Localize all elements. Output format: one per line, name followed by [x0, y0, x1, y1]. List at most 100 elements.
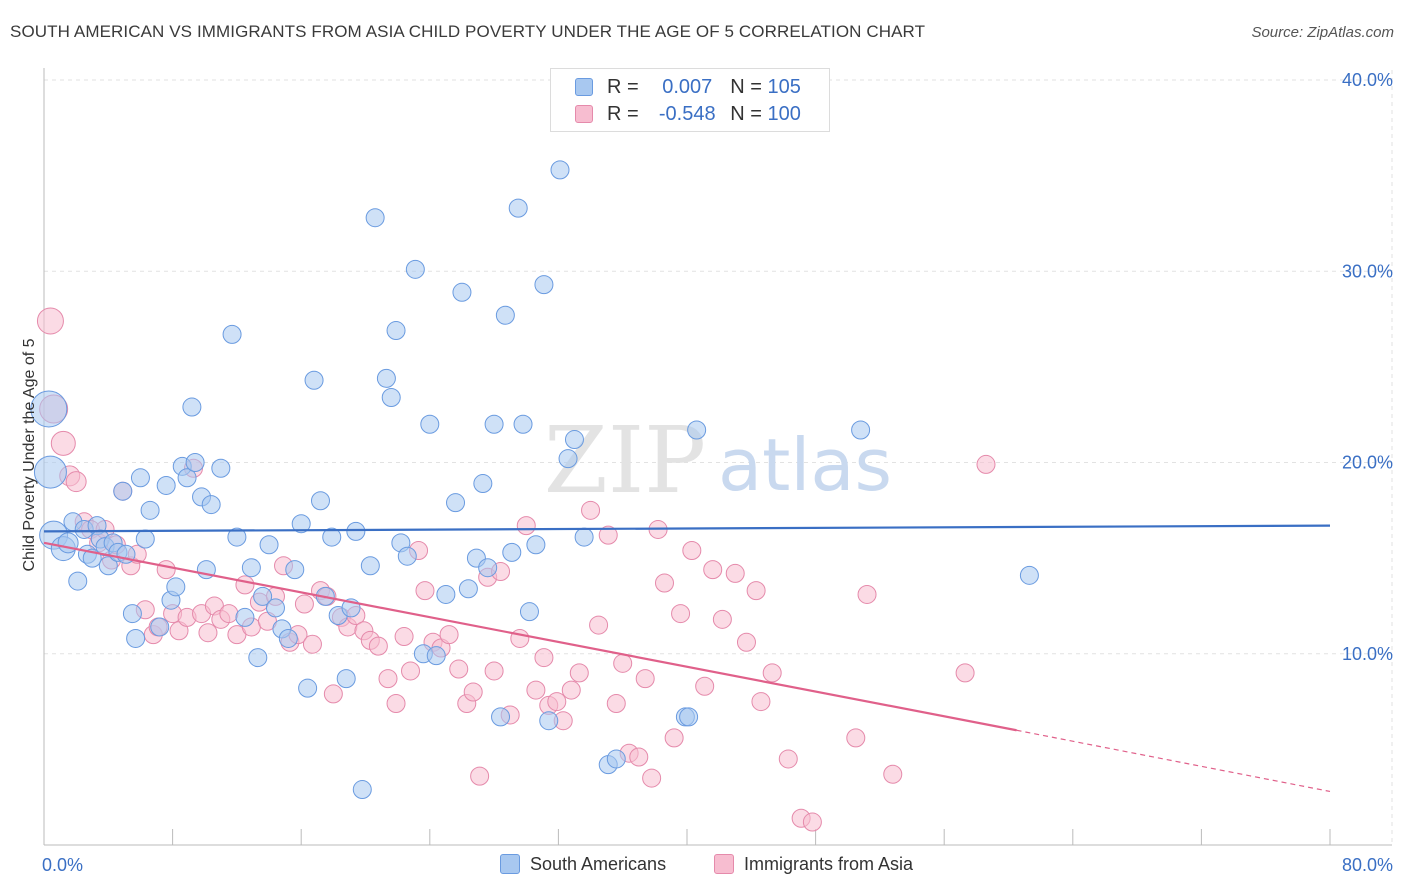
asia-immigrant-point — [401, 661, 421, 681]
bottom-legend-label: Immigrants from Asia — [744, 853, 914, 874]
south-american-point — [376, 368, 396, 388]
asia-immigrant-point — [378, 669, 398, 689]
x-tick-label: 0.0% — [42, 855, 83, 875]
legend-r-value: 0.007 — [662, 75, 713, 98]
bottom-legend-label: South Americans — [530, 853, 667, 874]
asia-immigrant-point — [589, 615, 609, 635]
asia-immigrant-point — [449, 659, 469, 679]
asia-immigrant-point — [484, 661, 504, 681]
asia-immigrant-point — [219, 604, 239, 624]
south-american-point — [126, 628, 146, 648]
legend-r-value: -0.548 — [658, 102, 716, 125]
south-american-point — [365, 208, 385, 228]
south-american-point — [352, 780, 372, 800]
south-american-point — [322, 527, 342, 547]
asia-immigrant-point — [198, 623, 218, 643]
south-american-point — [68, 571, 88, 591]
south-american-point — [502, 542, 522, 562]
asia-immigrant-point — [581, 500, 601, 520]
south-american-point — [851, 420, 871, 440]
south-american-point — [33, 455, 67, 489]
south-american-point — [122, 604, 142, 624]
legend-n-label: N = — [730, 75, 762, 98]
south-american-point — [298, 678, 318, 698]
asia-immigrant-point — [778, 749, 798, 769]
south-american-point — [360, 556, 380, 576]
south-american-point — [519, 602, 539, 622]
south-american-point — [491, 707, 511, 727]
y-tick-label: 20.0% — [1342, 453, 1393, 473]
asia-immigrant-point — [635, 669, 655, 689]
south-american-point — [248, 648, 268, 668]
watermark: ZIP atlas — [544, 407, 892, 514]
asia-immigrant-point — [156, 560, 176, 580]
asia-immigrant-point — [613, 653, 633, 673]
asia-immigrant-point — [736, 632, 756, 652]
south-american-point — [558, 449, 578, 469]
asia-immigrant-point — [976, 454, 996, 474]
asia-immigrant-point — [415, 581, 435, 601]
south-american-point — [177, 468, 197, 488]
south-american-point — [478, 558, 498, 578]
south-american-point — [140, 500, 160, 520]
south-american-point — [166, 577, 186, 597]
asia-immigrant-point — [703, 560, 723, 580]
legend-r-label: R = — [607, 102, 639, 125]
south-american-point — [222, 324, 242, 344]
legend-row-immigrants-from-asia: R = -0.548 N = 100 — [575, 102, 801, 126]
bottom-legend-immigrants-from-asia: Immigrants from Asia — [714, 852, 913, 876]
bottom-legend-south-americans: South Americans — [500, 852, 666, 876]
south-american-point — [473, 474, 493, 494]
asia-immigrant-point — [294, 594, 314, 614]
asia-immigrant-point — [302, 634, 322, 654]
asia-immigrant-point — [629, 747, 649, 767]
asia-immigrant-point — [955, 663, 975, 683]
south-american-point — [235, 607, 255, 627]
south-american-point — [130, 468, 150, 488]
south-american-point — [436, 584, 456, 604]
south-american-point — [285, 560, 305, 580]
south-american-point — [426, 646, 446, 666]
south-american-point — [381, 387, 401, 407]
south-american-point — [113, 481, 133, 501]
asia-immigrant-point — [235, 575, 255, 595]
south-american-point — [98, 556, 118, 576]
south-american-point — [484, 414, 504, 434]
south-american-point — [458, 579, 478, 599]
south-american-point — [201, 495, 221, 515]
legend-swatch-south-americans — [575, 78, 593, 96]
asia-immigrant-point — [386, 693, 406, 713]
south-american-point — [211, 458, 231, 478]
south-american-point — [397, 546, 417, 566]
south-american-point — [508, 198, 528, 218]
asia-immigrant-point — [470, 766, 490, 786]
asia-immigrant-point — [725, 563, 745, 583]
asia-immigrant-point — [883, 764, 903, 784]
south-american-point — [606, 749, 626, 769]
legend-box: R = 0.007 N = 105 R = -0.548 N = 100 — [550, 68, 830, 132]
asia-immigrant-point — [516, 516, 536, 536]
legend-n-value: 105 — [767, 75, 801, 98]
south-american-point — [259, 535, 279, 555]
asia-immigrant-point — [746, 581, 766, 601]
south-american-point — [156, 475, 176, 495]
south-american-point — [310, 491, 330, 511]
south-american-point — [185, 453, 205, 472]
south-american-point — [227, 527, 247, 547]
south-american-point — [182, 397, 202, 417]
asia-immigrant-point — [323, 684, 343, 704]
asia-immigrant-point — [695, 676, 715, 696]
south-american-trendline — [43, 524, 1331, 533]
asia-immigrant-point — [857, 584, 877, 604]
asia-immigrant-point — [712, 609, 732, 629]
asia-immigrant-point — [36, 307, 64, 335]
asia-immigrant-trendline — [43, 541, 1017, 732]
south-american-point — [241, 558, 261, 578]
south-american-point — [534, 275, 554, 295]
south-american-point — [1019, 565, 1039, 585]
south-american-point — [265, 598, 285, 618]
asia-immigrant-point — [561, 680, 581, 700]
south-american-point — [291, 514, 311, 534]
south-american-point — [687, 420, 707, 440]
